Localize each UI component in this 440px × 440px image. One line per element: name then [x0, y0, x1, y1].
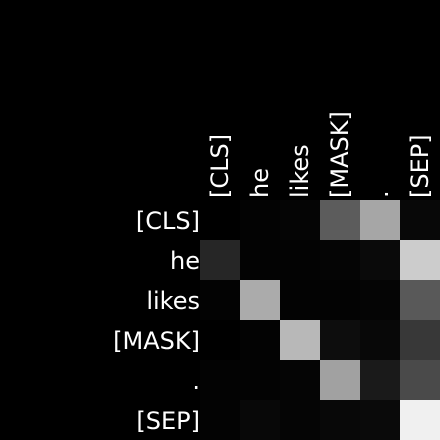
heatmap-cell	[280, 280, 320, 320]
heatmap-cell	[400, 200, 440, 240]
heatmap-cell	[400, 400, 440, 440]
heatmap-cells	[200, 200, 440, 440]
heatmap-cell	[320, 240, 360, 280]
heatmap-cell	[280, 240, 320, 280]
heatmap-cell	[400, 280, 440, 320]
heatmap-cell	[240, 280, 280, 320]
x-tick-label: he	[246, 168, 274, 198]
heatmap-cell	[320, 320, 360, 360]
x-tick-label: [CLS]	[206, 134, 234, 198]
heatmap-cell	[400, 320, 440, 360]
y-tick-label: he	[170, 247, 200, 275]
y-tick-label: [CLS]	[136, 207, 200, 235]
heatmap-cell	[400, 360, 440, 400]
heatmap-cell	[200, 280, 240, 320]
heatmap-cell	[280, 360, 320, 400]
y-tick-label: [MASK]	[113, 327, 200, 355]
x-tick-label: likes	[286, 144, 314, 198]
heatmap-cell	[200, 360, 240, 400]
heatmap-cell	[360, 200, 400, 240]
heatmap-cell	[240, 360, 280, 400]
heatmap-cell	[240, 400, 280, 440]
heatmap-cell	[360, 240, 400, 280]
heatmap-cell	[320, 400, 360, 440]
x-tick-label: [MASK]	[326, 111, 354, 198]
y-tick-labels: [CLS] he likes [MASK]. [SEP]	[113, 207, 200, 435]
heatmap-cell	[320, 200, 360, 240]
heatmap-cell	[400, 240, 440, 280]
y-tick-label: .	[192, 367, 200, 395]
x-tick-label: [SEP]	[406, 134, 434, 198]
heatmap-cell	[320, 360, 360, 400]
heatmap-cell	[200, 320, 240, 360]
heatmap-cell	[360, 400, 400, 440]
heatmap-cell	[360, 320, 400, 360]
heatmap-cell	[200, 200, 240, 240]
y-tick-label: likes	[146, 287, 200, 315]
heatmap-cell	[200, 400, 240, 440]
heatmap-cell	[280, 200, 320, 240]
heatmap-cell	[240, 200, 280, 240]
heatmap-cell	[240, 320, 280, 360]
heatmap-cell	[280, 320, 320, 360]
heatmap-cell	[320, 280, 360, 320]
heatmap-cell	[240, 240, 280, 280]
heatmap-cell	[360, 360, 400, 400]
heatmap-cell	[200, 240, 240, 280]
y-tick-label: [SEP]	[136, 407, 200, 435]
heatmap-cell	[280, 400, 320, 440]
x-tick-labels: [CLS] he likes [MASK]. [SEP]	[206, 111, 434, 198]
x-tick-label: .	[366, 190, 394, 198]
heatmap-cell	[360, 280, 400, 320]
